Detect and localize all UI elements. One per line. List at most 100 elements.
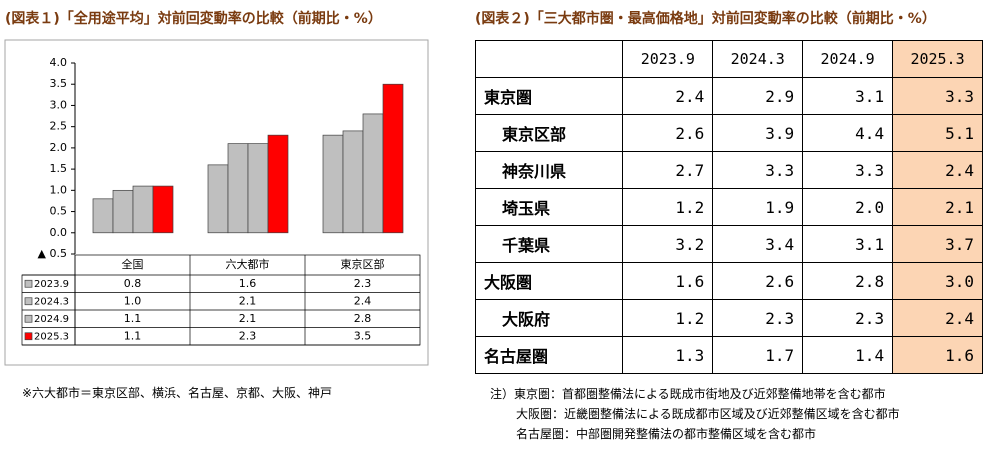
legend-swatch	[24, 279, 33, 288]
cell: 5.1	[892, 114, 983, 152]
bar	[152, 185, 174, 234]
data-label: 1.1	[124, 329, 142, 342]
row-label: 大阪府	[474, 299, 624, 337]
y-tick-label: 0.5	[50, 205, 68, 218]
row-label: 千葉県	[474, 225, 624, 263]
cell: 3.3	[802, 151, 894, 189]
cell: 1.7	[712, 336, 804, 374]
data-label: 2.1	[239, 312, 257, 325]
chart: 4.0 3.5 3.0 2.5 2.0 1.5 1.0 0.5 0.0 ▲ 0.5 全国 六大都市 東京…	[4, 39, 429, 366]
bar	[92, 198, 114, 234]
y-tick-label: 2.5	[50, 120, 68, 133]
table-row: 埼玉県 1.2 1.9 2.0 2.1	[474, 188, 983, 226]
cell: 3.3	[892, 77, 983, 115]
table-row: 千葉県 3.2 3.4 3.1 3.7	[474, 225, 983, 263]
bar	[132, 185, 154, 234]
cell: 2.4	[892, 299, 983, 337]
column-header: 2023.9	[622, 40, 714, 78]
corner-cell	[474, 40, 624, 78]
data-label: 2.8	[354, 312, 372, 325]
cell: 3.0	[892, 262, 983, 300]
data-label: 1.0	[124, 294, 142, 307]
y-tick-label: 4.0	[50, 56, 68, 69]
cell: 2.4	[892, 151, 983, 189]
data-label: 2.3	[239, 329, 257, 342]
legend-swatch	[24, 332, 33, 341]
cell: 3.3	[712, 151, 804, 189]
bar	[207, 164, 229, 234]
note-line: 名古屋圏：中部圏開発整備法の都市整備区域を含む都市	[516, 427, 817, 441]
legend-swatch	[24, 314, 33, 323]
cell: 2.9	[712, 77, 804, 115]
row-label: 埼玉県	[474, 188, 624, 226]
header-row: 2023.9 2024.3 2024.9 2025.3	[474, 40, 983, 78]
table-row: 大阪圏 1.6 2.6 2.8 3.0	[474, 262, 983, 300]
cell: 1.9	[712, 188, 804, 226]
bar	[112, 189, 134, 234]
table-row: 神奈川県 2.7 3.3 3.3 2.4	[474, 151, 983, 189]
table-row: 大阪府 1.2 2.3 2.3 2.4	[474, 299, 983, 337]
y-tick-label: 3.5	[50, 77, 68, 90]
data-label: 2.4	[354, 294, 372, 307]
row-label: 名古屋圏	[474, 336, 624, 374]
table-title: (図表２)「三大都市圏・最高価格地」対前回変動率の比較（前期比・%）	[475, 11, 936, 27]
table-notes: 注）東京圏：首都圏整備法による既成市街地及び近郊整備地帯を含む都市大阪圏：近畿圏…	[490, 384, 900, 444]
cell: 2.7	[622, 151, 714, 189]
legend-swatch	[24, 297, 33, 306]
cell: 1.2	[622, 188, 714, 226]
bar	[227, 143, 249, 234]
bar	[247, 143, 269, 234]
table-row: 東京圏 2.4 2.9 3.1 3.3	[474, 77, 983, 115]
row-label: 神奈川県	[474, 151, 624, 189]
cell: 2.6	[622, 114, 714, 152]
legend-label: 2025.3	[34, 331, 69, 342]
chart-title: (図表１)「全用途平均」対前回変動率の比較（前期比・%）	[5, 11, 382, 27]
legend-label: 2024.3	[34, 296, 69, 307]
row-label: 東京圏	[474, 77, 624, 115]
note-line: 注）東京圏：首都圏整備法による既成市街地及び近郊整備地帯を含む都市	[490, 387, 886, 401]
data-label: 2.3	[354, 277, 372, 290]
cell: 2.4	[622, 77, 714, 115]
note-line: 大阪圏：近畿圏整備法による既成都市区域及び近郊整備区域を含む都市	[516, 407, 900, 421]
row-label: 東京区部	[474, 114, 624, 152]
cell: 4.4	[802, 114, 894, 152]
cell: 2.3	[802, 299, 894, 337]
table: 2023.9 2024.3 2024.9 2025.3 東京圏 2.4 2.9 3.1 3.3 東…	[474, 40, 983, 374]
cell: 1.2	[622, 299, 714, 337]
cell: 2.0	[802, 188, 894, 226]
row-label: 大阪圏	[474, 262, 624, 300]
x-tick-label: 東京区部	[341, 257, 385, 271]
data-label: 0.8	[124, 277, 142, 290]
bar	[342, 130, 364, 234]
column-header: 2025.3	[892, 40, 983, 78]
table-row: 名古屋圏 1.3 1.7 1.4 1.6	[474, 336, 983, 374]
cell: 3.4	[712, 225, 804, 263]
y-tick-label: 0.0	[50, 226, 68, 239]
cell: 2.6	[712, 262, 804, 300]
chart-note: ※六大都市＝東京区部、横浜、名古屋、京都、大阪、神戸	[22, 386, 333, 400]
cell: 3.1	[802, 225, 894, 263]
column-header: 2024.9	[802, 40, 894, 78]
y-tick-label: 2.0	[50, 141, 68, 154]
legend-label: 2023.9	[34, 279, 69, 290]
data-label: 3.5	[354, 329, 372, 342]
data-label: 2.1	[239, 294, 257, 307]
y-tick-label: 3.0	[50, 98, 68, 111]
bar	[267, 134, 289, 234]
bar	[362, 113, 384, 234]
cell: 1.3	[622, 336, 714, 374]
cell: 2.8	[802, 262, 894, 300]
cell: 3.7	[892, 225, 983, 263]
table-row: 東京区部 2.6 3.9 4.4 5.1	[474, 114, 983, 152]
column-header: 2024.3	[712, 40, 804, 78]
x-tick-label: 全国	[122, 257, 144, 271]
y-tick-label: 1.5	[50, 162, 68, 175]
cell: 2.3	[712, 299, 804, 337]
cell: 3.1	[802, 77, 894, 115]
data-label: 1.1	[124, 312, 142, 325]
cell: 1.4	[802, 336, 894, 374]
bar	[322, 134, 344, 234]
cell: 3.2	[622, 225, 714, 263]
legend-label: 2024.9	[34, 314, 69, 325]
